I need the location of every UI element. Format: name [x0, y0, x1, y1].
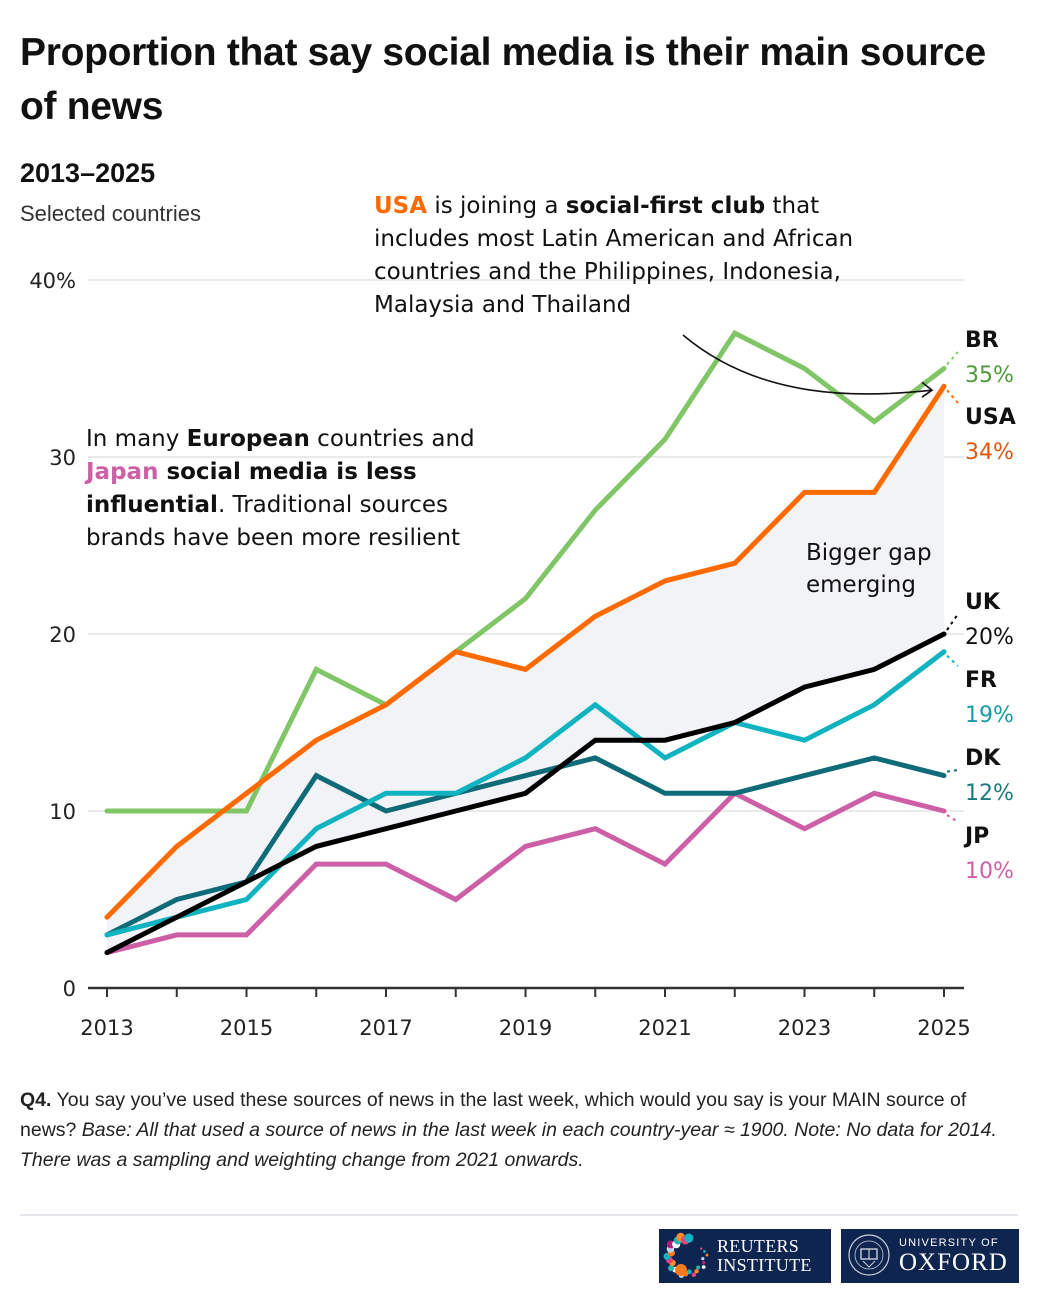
reuters-dots-icon	[663, 1232, 709, 1278]
logo-dot	[700, 1247, 703, 1250]
footnote: Q4. You say you’ve used these sources of…	[20, 1085, 1010, 1175]
university-of-oxford-logo: UNIVERSITY OF OXFORD	[841, 1229, 1019, 1283]
x-tick-label: 2015	[220, 1016, 273, 1040]
annotation-europe-japan: In many European countries and Japan soc…	[86, 426, 475, 551]
y-tick-label: 40%	[29, 269, 76, 293]
x-tick-label: 2023	[778, 1016, 831, 1040]
series-value-uk: 20%	[965, 625, 1014, 650]
x-tick-label: 2019	[499, 1016, 552, 1040]
label-leader-jp	[946, 814, 959, 823]
series-lines	[104, 329, 947, 956]
chart-title: Proportion that say social media is thei…	[20, 31, 986, 128]
logo-dot	[696, 1265, 701, 1270]
series-value-br: 35%	[965, 363, 1014, 388]
x-tick-label: 2013	[80, 1016, 133, 1040]
reuters-institute-logo: REUTERS INSTITUTE	[659, 1229, 831, 1283]
label-leader-uk	[946, 613, 959, 631]
y-tick-label: 0	[63, 977, 76, 1001]
annotation-usa-highlight: USA	[374, 193, 428, 219]
axes: 2013 2015 2017 2019 2021 2023 2025	[80, 986, 971, 1040]
oxford-crest-icon	[848, 1234, 890, 1276]
series-value-fr: 19%	[965, 703, 1014, 728]
logo-dot	[684, 1233, 694, 1243]
logo-dot	[703, 1250, 706, 1253]
logo-dot	[705, 1253, 709, 1257]
label-leader-usa	[946, 389, 959, 404]
annotation-arrow	[682, 334, 934, 398]
series-line-usa	[104, 383, 947, 920]
series-line-jp	[104, 790, 947, 956]
logo-dot	[701, 1265, 706, 1269]
series-line-uk	[104, 631, 947, 956]
series-value-jp: 10%	[965, 859, 1014, 884]
chart-description: Selected countries	[20, 201, 201, 226]
annotation-bigger-gap: Bigger gap emerging	[806, 540, 932, 598]
y-tick-label: 20	[49, 623, 76, 647]
logo-dot	[691, 1272, 697, 1278]
series-label-uk: UK	[965, 590, 1001, 615]
logo-dot	[702, 1260, 706, 1265]
logo-dot	[675, 1264, 687, 1276]
x-tick-label: 2025	[917, 1016, 970, 1040]
arrow-head-icon	[921, 381, 934, 398]
footer-divider	[20, 1214, 1018, 1216]
series-line-br	[104, 329, 947, 814]
series-label-br: BR	[965, 328, 999, 353]
series-label-jp: JP	[963, 824, 989, 849]
label-leader-dk	[946, 769, 959, 773]
series-label-usa: USA	[965, 405, 1016, 430]
series-line-fr	[104, 649, 947, 938]
label-leader-fr	[946, 654, 959, 667]
logo-dot	[701, 1256, 705, 1261]
annotation-usa-social-first: USA is joining a social-first club that …	[374, 193, 854, 318]
annotation-arrow-line	[682, 334, 933, 395]
question-label: Q4.	[20, 1089, 52, 1111]
series-label-dk: DK	[965, 746, 1001, 771]
logo-dot	[694, 1269, 699, 1274]
base-note: Base: All that used a source of news in …	[20, 1119, 997, 1171]
y-tick-label: 30	[49, 446, 76, 470]
question-text: You say you’ve used these sources of new…	[20, 1089, 967, 1141]
y-tick-label: 10	[49, 800, 76, 824]
logo-dot	[668, 1265, 675, 1272]
x-tick-label: 2021	[638, 1016, 691, 1040]
series-label-fr: FR	[965, 668, 997, 693]
chart-subtitle: 2013–2025	[20, 158, 156, 188]
annotation-japan-highlight: Japan	[86, 459, 159, 485]
end-labels: BR 35% USA 34% UK 20% FR 19% DK 12% JP 10%	[946, 328, 1016, 884]
x-tick-label: 2017	[359, 1016, 412, 1040]
label-leader-br	[946, 351, 959, 366]
series-value-dk: 12%	[965, 781, 1014, 806]
series-value-usa: 34%	[965, 440, 1014, 465]
